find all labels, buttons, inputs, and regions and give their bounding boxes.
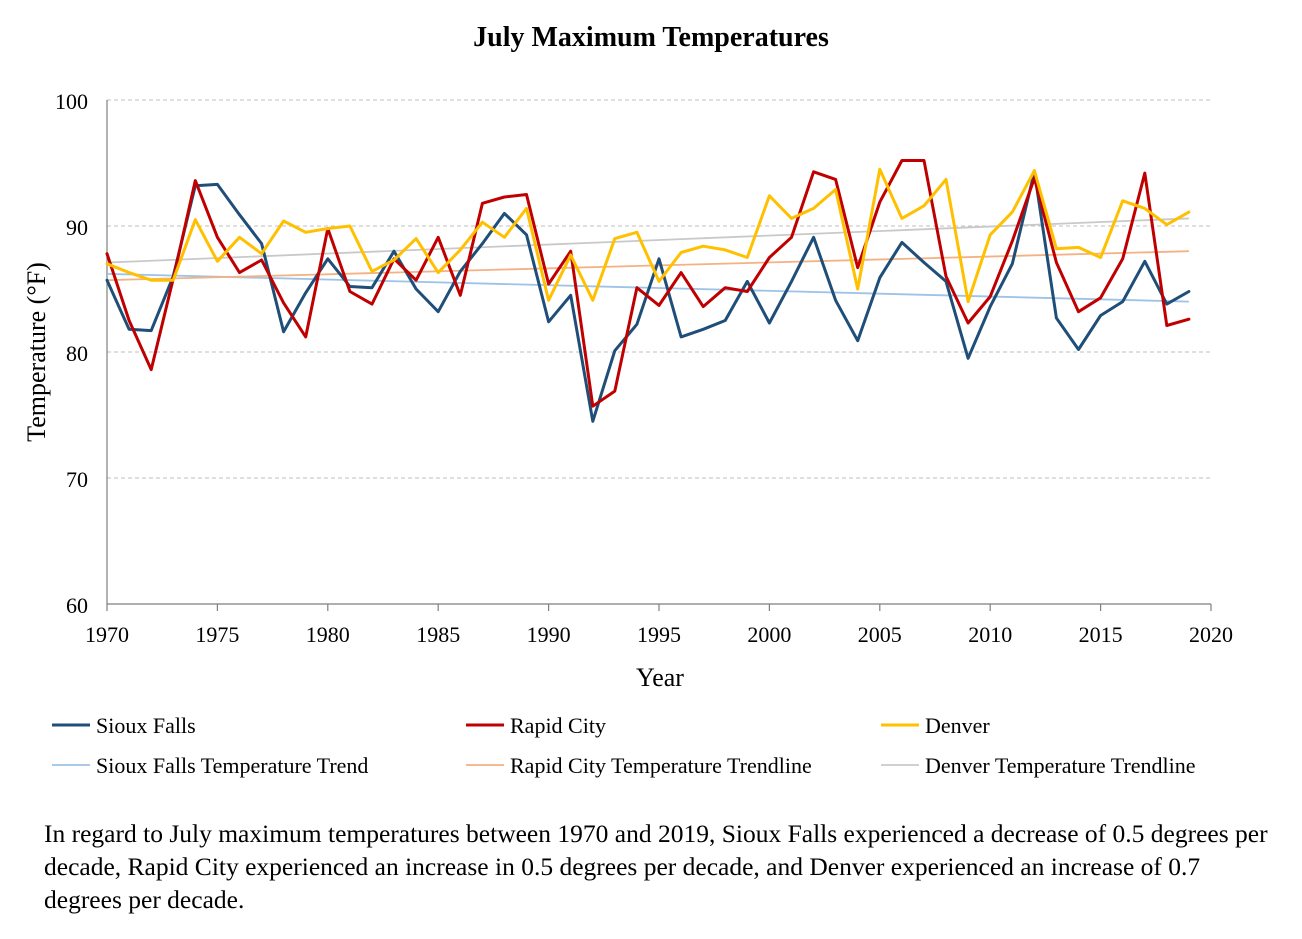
x-tick-label: 1975 (195, 622, 239, 647)
y-tick-label: 60 (66, 593, 88, 618)
y-tick-label: 80 (66, 341, 88, 366)
legend-label: Sioux Falls (96, 713, 196, 738)
y-axis-ticks: 60 70 80 90 100 (55, 89, 88, 618)
legend: Sioux Falls Rapid City Denver Sioux Falls T… (52, 713, 1196, 778)
chart-title: July Maximum Temperatures (473, 22, 829, 53)
y-tick-label: 70 (66, 467, 88, 492)
y-tick-label: 90 (66, 215, 88, 240)
x-tick-label: 1980 (306, 622, 350, 647)
legend-label: Denver Temperature Trendline (925, 753, 1196, 778)
series-line-0 (105, 170, 1191, 423)
x-tick-label: 2000 (747, 622, 791, 647)
legend-label: Rapid City (510, 713, 606, 738)
legend-label: Sioux Falls Temperature Trend (96, 753, 368, 778)
x-axis-label: Year (636, 663, 684, 692)
y-tick-label: 100 (55, 89, 88, 114)
x-tick-label: 1995 (637, 622, 681, 647)
x-tick-label: 1990 (527, 622, 571, 647)
x-tick-label: 1985 (416, 622, 460, 647)
x-axis-ticks: 1970 1975 1980 1985 1990 1995 2000 2005 2010 2015… (85, 604, 1233, 647)
data-series (105, 159, 1191, 423)
x-tick-label: 2015 (1079, 622, 1123, 647)
legend-label: Rapid City Temperature Trendline (510, 753, 812, 778)
trendline-4 (106, 250, 1189, 282)
series-line-1 (105, 159, 1191, 408)
x-tick-label: 2005 (858, 622, 902, 647)
chart-caption: In regard to July maximum temperatures b… (44, 819, 1268, 914)
x-tick-label: 2020 (1189, 622, 1233, 647)
y-axis-label: Temperature (°F) (22, 262, 51, 442)
line-chart: July Maximum Temperatures 60 70 80 90 100 19… (22, 22, 1233, 778)
trendline-5 (106, 217, 1189, 264)
series-line-2 (105, 167, 1191, 304)
x-tick-label: 2010 (968, 622, 1012, 647)
legend-label: Denver (925, 713, 990, 738)
x-tick-label: 1970 (85, 622, 129, 647)
